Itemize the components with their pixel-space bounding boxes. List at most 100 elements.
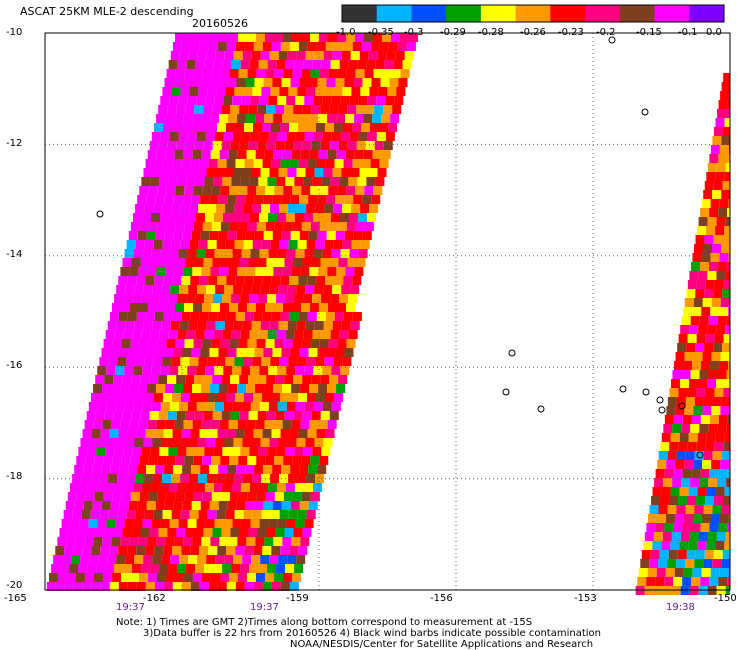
- swath-cell: [258, 177, 268, 186]
- swath-cell: [165, 573, 175, 582]
- swath-cell: [271, 429, 281, 438]
- swath-cell: [312, 60, 322, 69]
- swath-cell: [271, 546, 281, 555]
- swath-cell: [76, 492, 86, 501]
- swath-cell: [276, 483, 286, 492]
- island-outline: [696, 451, 704, 459]
- swath-cell: [647, 568, 657, 577]
- swath-cell: [360, 240, 370, 249]
- swath-cell: [303, 213, 313, 222]
- island-outline: [678, 402, 686, 410]
- swath-cell: [93, 573, 103, 582]
- swath-cell: [261, 357, 271, 366]
- swath-cell: [683, 514, 693, 523]
- swath-cell: [301, 33, 310, 42]
- swath-cell: [221, 258, 231, 267]
- swath-cell: [314, 51, 324, 60]
- swath-cell: [129, 267, 139, 276]
- swath-cell: [185, 258, 195, 267]
- swath-cell: [111, 573, 121, 582]
- swath-cell: [670, 433, 680, 442]
- swath-cell: [274, 186, 284, 195]
- swath-cell: [258, 60, 268, 69]
- swath-cell: [354, 267, 364, 276]
- swath-cell: [337, 339, 347, 348]
- swath-cell: [143, 168, 153, 177]
- swath-cell: [112, 492, 122, 501]
- swath-cell: [186, 483, 196, 492]
- swath-cell: [200, 501, 210, 510]
- swath-cell: [323, 285, 333, 294]
- swath-cell: [249, 294, 259, 303]
- swath-cell: [310, 339, 320, 348]
- swath-cell: [308, 195, 318, 204]
- swath-cell: [286, 519, 296, 528]
- swath-cell: [370, 159, 380, 168]
- swath-cell: [305, 321, 315, 330]
- swath-cell: [175, 492, 185, 501]
- swath-cell: [147, 384, 157, 393]
- swath-cell: [234, 240, 244, 249]
- swath-cell: [144, 204, 154, 213]
- swath-cell: [291, 150, 301, 159]
- swath-cell: [88, 519, 98, 528]
- swath-cell: [198, 123, 208, 132]
- swath-cell: [330, 294, 340, 303]
- swath-cell: [718, 469, 728, 478]
- swath-cell: [132, 294, 142, 303]
- swath-cell: [703, 505, 713, 514]
- swath-cell: [312, 213, 322, 222]
- swath-cell: [243, 393, 253, 402]
- swath-cell: [192, 537, 202, 546]
- swath-cell: [258, 483, 268, 492]
- swath-cell: [196, 249, 206, 258]
- swath-cell: [333, 393, 343, 402]
- swath-cell: [260, 51, 270, 60]
- swath-cell: [141, 330, 151, 339]
- swath-cell: [301, 69, 311, 78]
- swath-cell: [116, 438, 126, 447]
- swath-cell: [687, 442, 697, 451]
- swath-cell: [282, 384, 292, 393]
- swath-cell: [219, 303, 229, 312]
- swath-cell: [218, 348, 228, 357]
- swath-cell: [701, 361, 711, 370]
- swath-cell: [265, 33, 274, 42]
- swath-cell: [201, 537, 211, 546]
- swath-cell: [183, 303, 193, 312]
- swath-cell: [192, 114, 202, 123]
- swath-cell: [215, 438, 225, 447]
- swath-cell: [289, 546, 299, 555]
- swath-cell: [253, 159, 263, 168]
- swath-cell: [685, 559, 695, 568]
- swath-cell: [728, 199, 730, 208]
- swath-cell: [153, 357, 163, 366]
- swath-cell: [89, 438, 99, 447]
- swath-cell: [224, 438, 234, 447]
- swath-cell: [248, 528, 258, 537]
- swath-cell: [719, 514, 729, 523]
- swath-cell: [208, 582, 218, 591]
- swath-cell: [151, 366, 161, 375]
- colorbar-label: -0.1: [678, 27, 698, 38]
- swath-cell: [147, 303, 157, 312]
- swath-cell: [682, 577, 692, 586]
- swath-cell: [233, 51, 243, 60]
- swath-cell: [369, 204, 379, 213]
- swath-cell: [318, 303, 328, 312]
- swath-cell: [288, 357, 298, 366]
- swath-cell: [254, 465, 264, 474]
- swath-cell: [285, 213, 295, 222]
- swath-cell: [709, 523, 719, 532]
- swath-cell: [214, 96, 224, 105]
- swath-cell: [288, 123, 298, 132]
- swath-cell: [193, 186, 203, 195]
- swath-cell: [140, 528, 150, 537]
- swath-cell: [184, 186, 194, 195]
- swath-cell: [700, 523, 710, 532]
- swath-cell: [101, 501, 111, 510]
- swath-cell: [357, 60, 367, 69]
- swath-cell: [350, 51, 360, 60]
- swath-cell: [275, 411, 285, 420]
- swath-cell: [239, 411, 249, 420]
